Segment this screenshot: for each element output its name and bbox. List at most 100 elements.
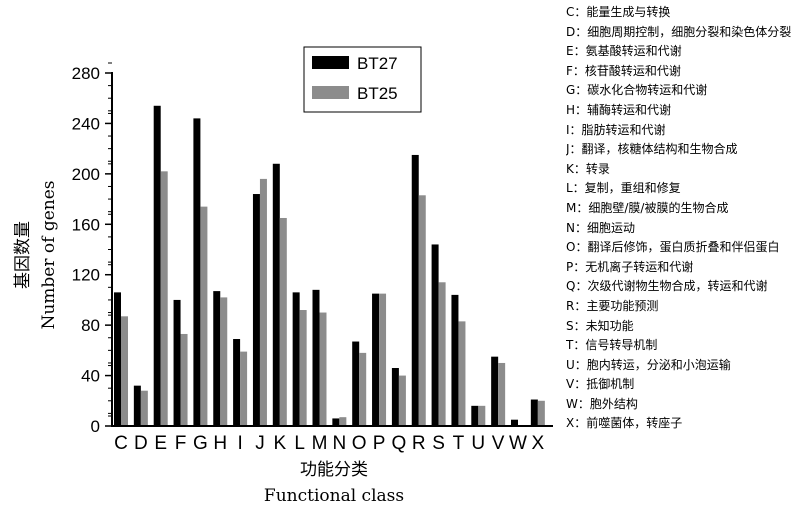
x-tick-label: L — [294, 433, 305, 454]
bar-bt27-e — [153, 105, 161, 427]
bar-bt25-v — [498, 362, 506, 426]
category-legend-item: K：转录 — [566, 161, 610, 176]
bar-bt25-f — [180, 333, 188, 426]
x-tick-label: U — [471, 433, 485, 454]
category-legend-item: D：细胞周期控制，细胞分裂和染色体分裂 — [566, 24, 792, 39]
bar-bt25-g — [200, 206, 208, 426]
category-legend-item: P：无机离子转运和代谢 — [566, 259, 694, 274]
x-tick-label: O — [352, 433, 367, 454]
y-tick-label: 160 — [72, 215, 100, 234]
legend: BT27 BT25 — [303, 46, 422, 113]
y-axis-title: Number of genes — [39, 180, 59, 329]
legend-swatch-bt27 — [312, 56, 349, 69]
category-legend: C：能量生成与转换 D：细胞周期控制，细胞分裂和染色体分裂 E：氨基酸转运和代谢 F：… — [566, 3, 811, 434]
x-tick-label: D — [134, 433, 148, 454]
x-tick-label: N — [332, 433, 346, 454]
x-tick-label: R — [412, 433, 426, 454]
x-axis-title: Functional class — [264, 486, 404, 506]
x-tick-label: G — [193, 433, 208, 454]
bar-bt25-t — [458, 321, 466, 426]
bar-bt27-p — [372, 293, 380, 426]
category-legend-item: C：能量生成与转换 — [566, 5, 671, 19]
category-legend-item: S：未知功能 — [566, 318, 634, 333]
category-legend-item: H：辅酶转运和代谢 — [566, 102, 672, 117]
category-legend-item: L：复制，重组和修复 — [566, 181, 681, 196]
x-tick-label: Q — [392, 433, 407, 454]
bar-bt27-n — [332, 418, 340, 426]
category-legend-item: O：翻译后修饰，蛋白质折叠和伴侣蛋白 — [566, 240, 780, 255]
y-tick-label: 40 — [81, 367, 100, 386]
bar-bt25-s — [438, 282, 446, 426]
category-legend-item: F：核苷酸转运和代谢 — [566, 63, 681, 78]
bars — [114, 105, 545, 427]
bar-bt25-p — [379, 293, 387, 426]
y-tick-label: 0 — [91, 417, 100, 436]
bar-bt27-c — [114, 292, 121, 426]
y-tick-label: 280 — [72, 64, 100, 83]
category-legend-item: I：脂肪转运和代谢 — [566, 122, 666, 137]
bar-bt27-x — [530, 399, 538, 426]
legend-label-bt27: BT27 — [357, 54, 398, 73]
bar-bt27-o — [352, 341, 360, 426]
category-legend-item: W：胞外结构 — [566, 396, 638, 411]
x-tick-label: M — [312, 433, 328, 454]
y-tick-label: 120 — [72, 266, 100, 285]
category-legend-item: T：信号转导机制 — [566, 338, 658, 353]
bar-bt25-m — [319, 312, 327, 426]
bar-bt27-k — [272, 163, 280, 426]
category-legend-item: M：细胞壁/膜/被膜的生物合成 — [566, 200, 729, 215]
category-legend-item: N：细胞运动 — [566, 220, 635, 235]
x-tick-label: C — [114, 433, 128, 454]
bar-bt27-u — [471, 405, 479, 426]
x-tick-label: S — [432, 433, 445, 454]
x-tick-label: K — [273, 433, 286, 454]
category-legend-item: R：主要功能预测 — [566, 298, 659, 313]
x-tick-label: J — [255, 433, 265, 454]
bar-bt27-w — [511, 419, 518, 426]
x-tick-label: H — [213, 433, 227, 454]
legend-label-bt25: BT25 — [357, 84, 398, 103]
bar-bt25-d — [140, 390, 148, 426]
bar-bt25-i — [240, 351, 248, 426]
bar-bt27-m — [312, 289, 320, 426]
bar-bt25-k — [279, 217, 287, 426]
y-tick-label: 80 — [81, 316, 100, 335]
x-axis-title-cn: 功能分类 — [300, 460, 368, 480]
bar-bt25-j — [259, 178, 267, 426]
y-tick-label: 200 — [72, 165, 100, 184]
x-tick-label: F — [175, 433, 187, 454]
bar-bt27-v — [491, 356, 499, 426]
x-tick-label: T — [453, 433, 465, 454]
y-axis: 0 40 80 120 160 200 240 280 — [72, 62, 113, 436]
bar-bt25-l — [299, 310, 307, 426]
category-legend-item: V：抵御机制 — [566, 377, 635, 392]
category-legend-item: X：前噬菌体，转座子 — [566, 416, 683, 431]
bar-bt27-h — [213, 291, 221, 426]
bar-bt25-o — [359, 352, 367, 426]
legend-swatch-bt25 — [312, 86, 349, 99]
x-tick-label: W — [509, 433, 527, 454]
bar-bt25-e — [160, 171, 168, 426]
category-legend-item: U：胞内转运，分泌和小泡运输 — [566, 357, 731, 372]
bar-bt25-q — [398, 375, 406, 426]
bar-bt27-d — [133, 385, 141, 426]
x-tick-label: X — [532, 433, 545, 454]
bar-bt27-j — [252, 194, 260, 426]
x-tick-label: I — [237, 433, 242, 454]
bar-bt27-t — [451, 294, 459, 426]
category-legend-item: Q：次级代谢物生物合成，转运和代谢 — [566, 279, 768, 294]
bar-bt27-r — [411, 154, 419, 427]
x-tick-label: P — [373, 433, 386, 454]
bar-bt25-u — [478, 405, 486, 426]
bar-bt25-h — [220, 297, 228, 426]
y-axis-title-cn: 基因数量 — [13, 221, 33, 289]
bar-bt27-q — [391, 368, 399, 426]
bar-bt27-g — [193, 118, 201, 426]
bar-bt27-l — [292, 292, 300, 426]
category-legend-item: E：氨基酸转运和代谢 — [566, 44, 682, 59]
bar-bt25-x — [537, 400, 545, 426]
bar-bt25-c — [121, 316, 128, 426]
bar-bt25-n — [339, 417, 347, 426]
category-legend-item: G：碳水化合物转运和代谢 — [566, 83, 708, 98]
